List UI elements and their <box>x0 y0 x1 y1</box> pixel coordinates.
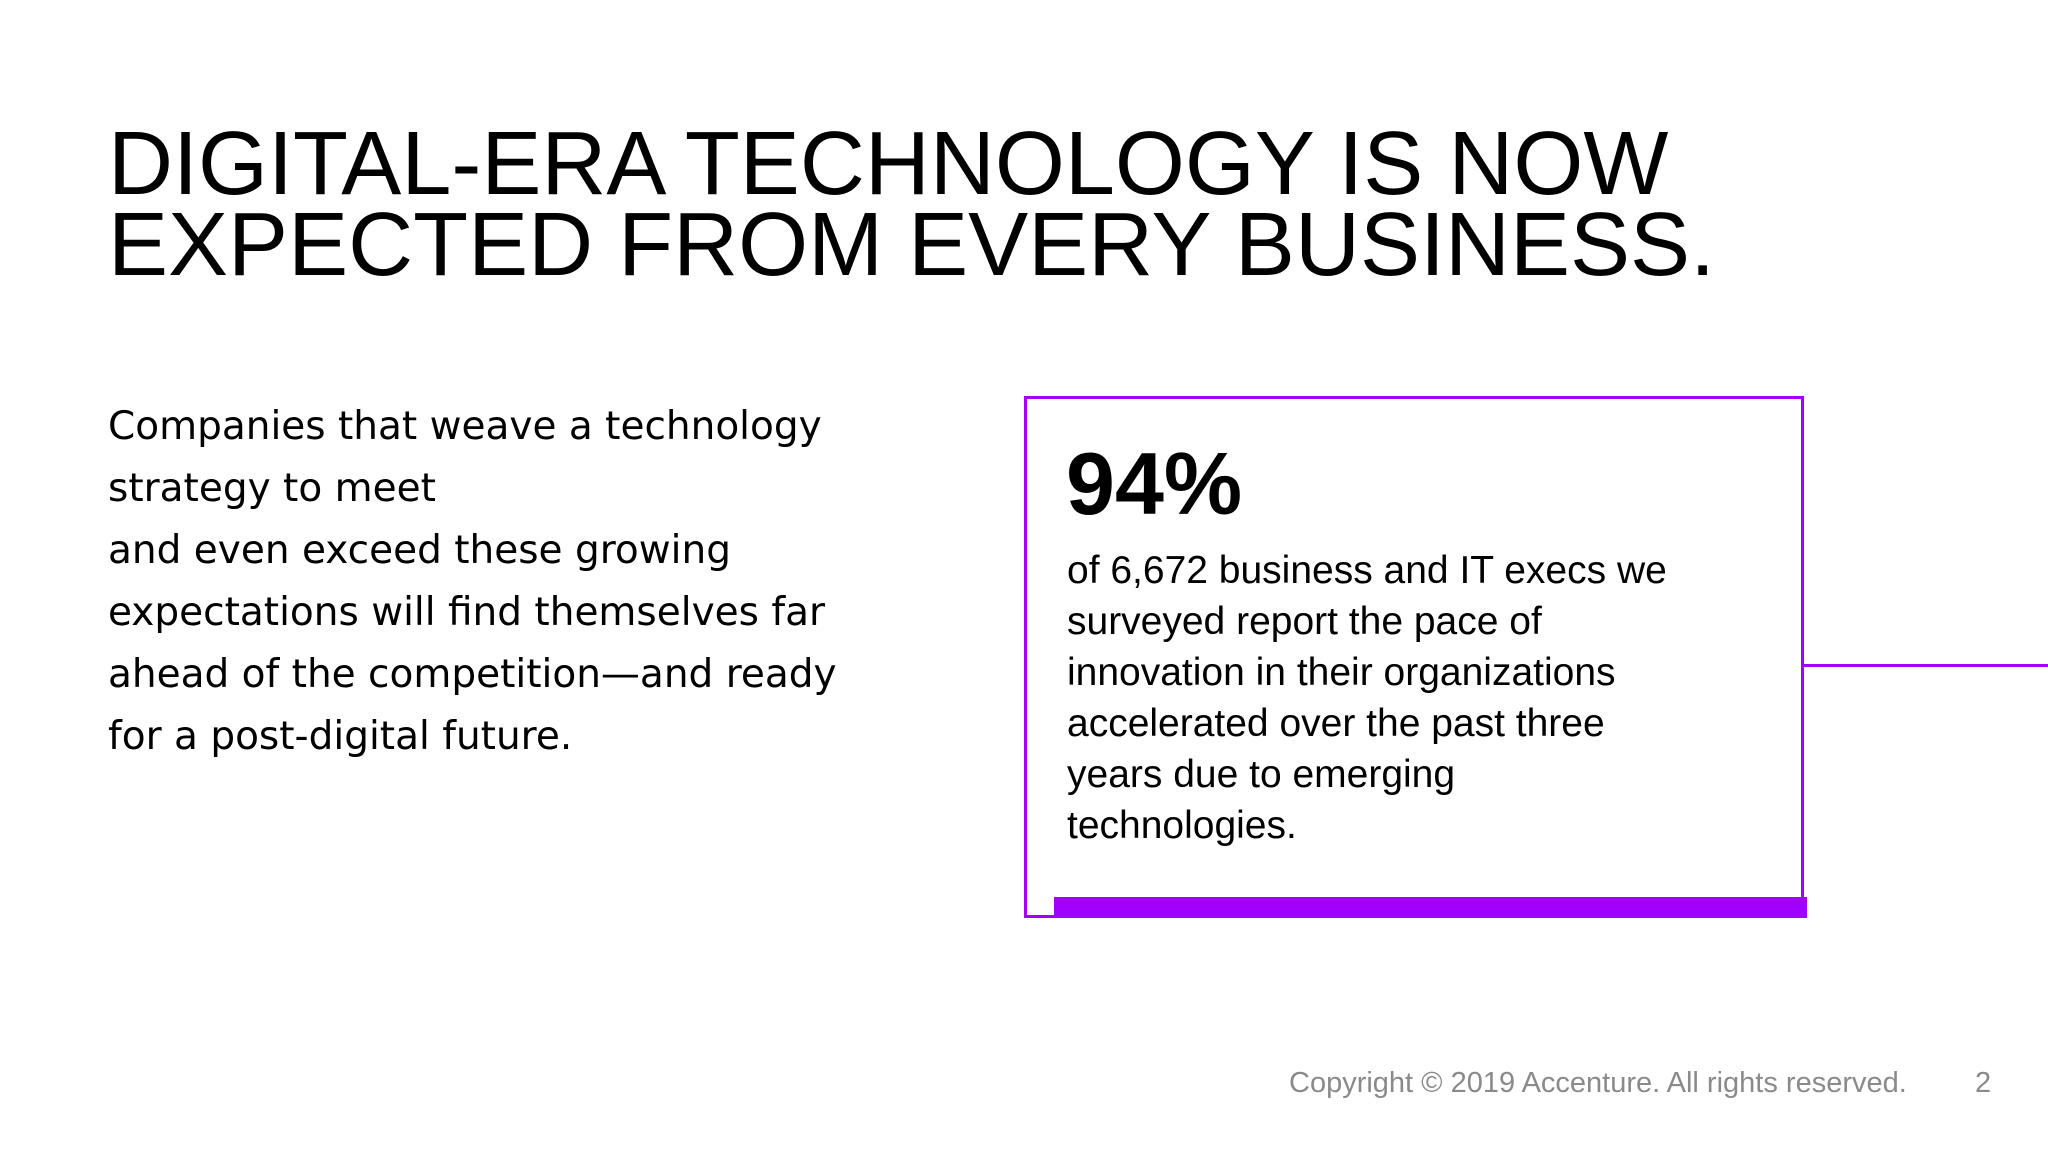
description-line: accelerated over the past three <box>1067 702 1605 745</box>
description-line: years due to emerging <box>1067 753 1456 796</box>
body-line: for a post-digital future. <box>108 714 573 759</box>
description-line: innovation in their organizations <box>1067 651 1616 694</box>
body-line: ahead of the competition—and ready <box>108 652 837 697</box>
callout-accent-bar <box>1054 897 1807 918</box>
body-line: and even exceed these growing <box>108 528 731 573</box>
page-number: 2 <box>1975 1067 1992 1099</box>
body-text: Companies that weave a technology strateg… <box>108 396 837 768</box>
connector-line <box>1804 664 2048 667</box>
title-line: EXPECTED FROM EVERY BUSINESS. <box>108 195 1716 295</box>
body-line: strategy to meet <box>108 466 436 511</box>
description-line: surveyed report the pace of <box>1067 600 1542 643</box>
body-line: Companies that weave a technology <box>108 404 822 449</box>
description-line: technologies. <box>1067 804 1297 847</box>
title-line: DIGITAL-ERA TECHNOLOGY IS NOW <box>108 114 1669 214</box>
stat: 94% <box>1066 434 1243 533</box>
stat-description: of 6,672 business and IT execs we surveye… <box>1067 545 1667 851</box>
title: DIGITAL-ERA TECHNOLOGY IS NOW EXPECTED FR… <box>108 114 1716 295</box>
copyright: Copyright © 2019 Accenture. All rights r… <box>1289 1067 1907 1099</box>
description-line: of 6,672 business and IT execs we <box>1067 549 1667 592</box>
body-line: expectations will find themselves far <box>108 590 826 635</box>
